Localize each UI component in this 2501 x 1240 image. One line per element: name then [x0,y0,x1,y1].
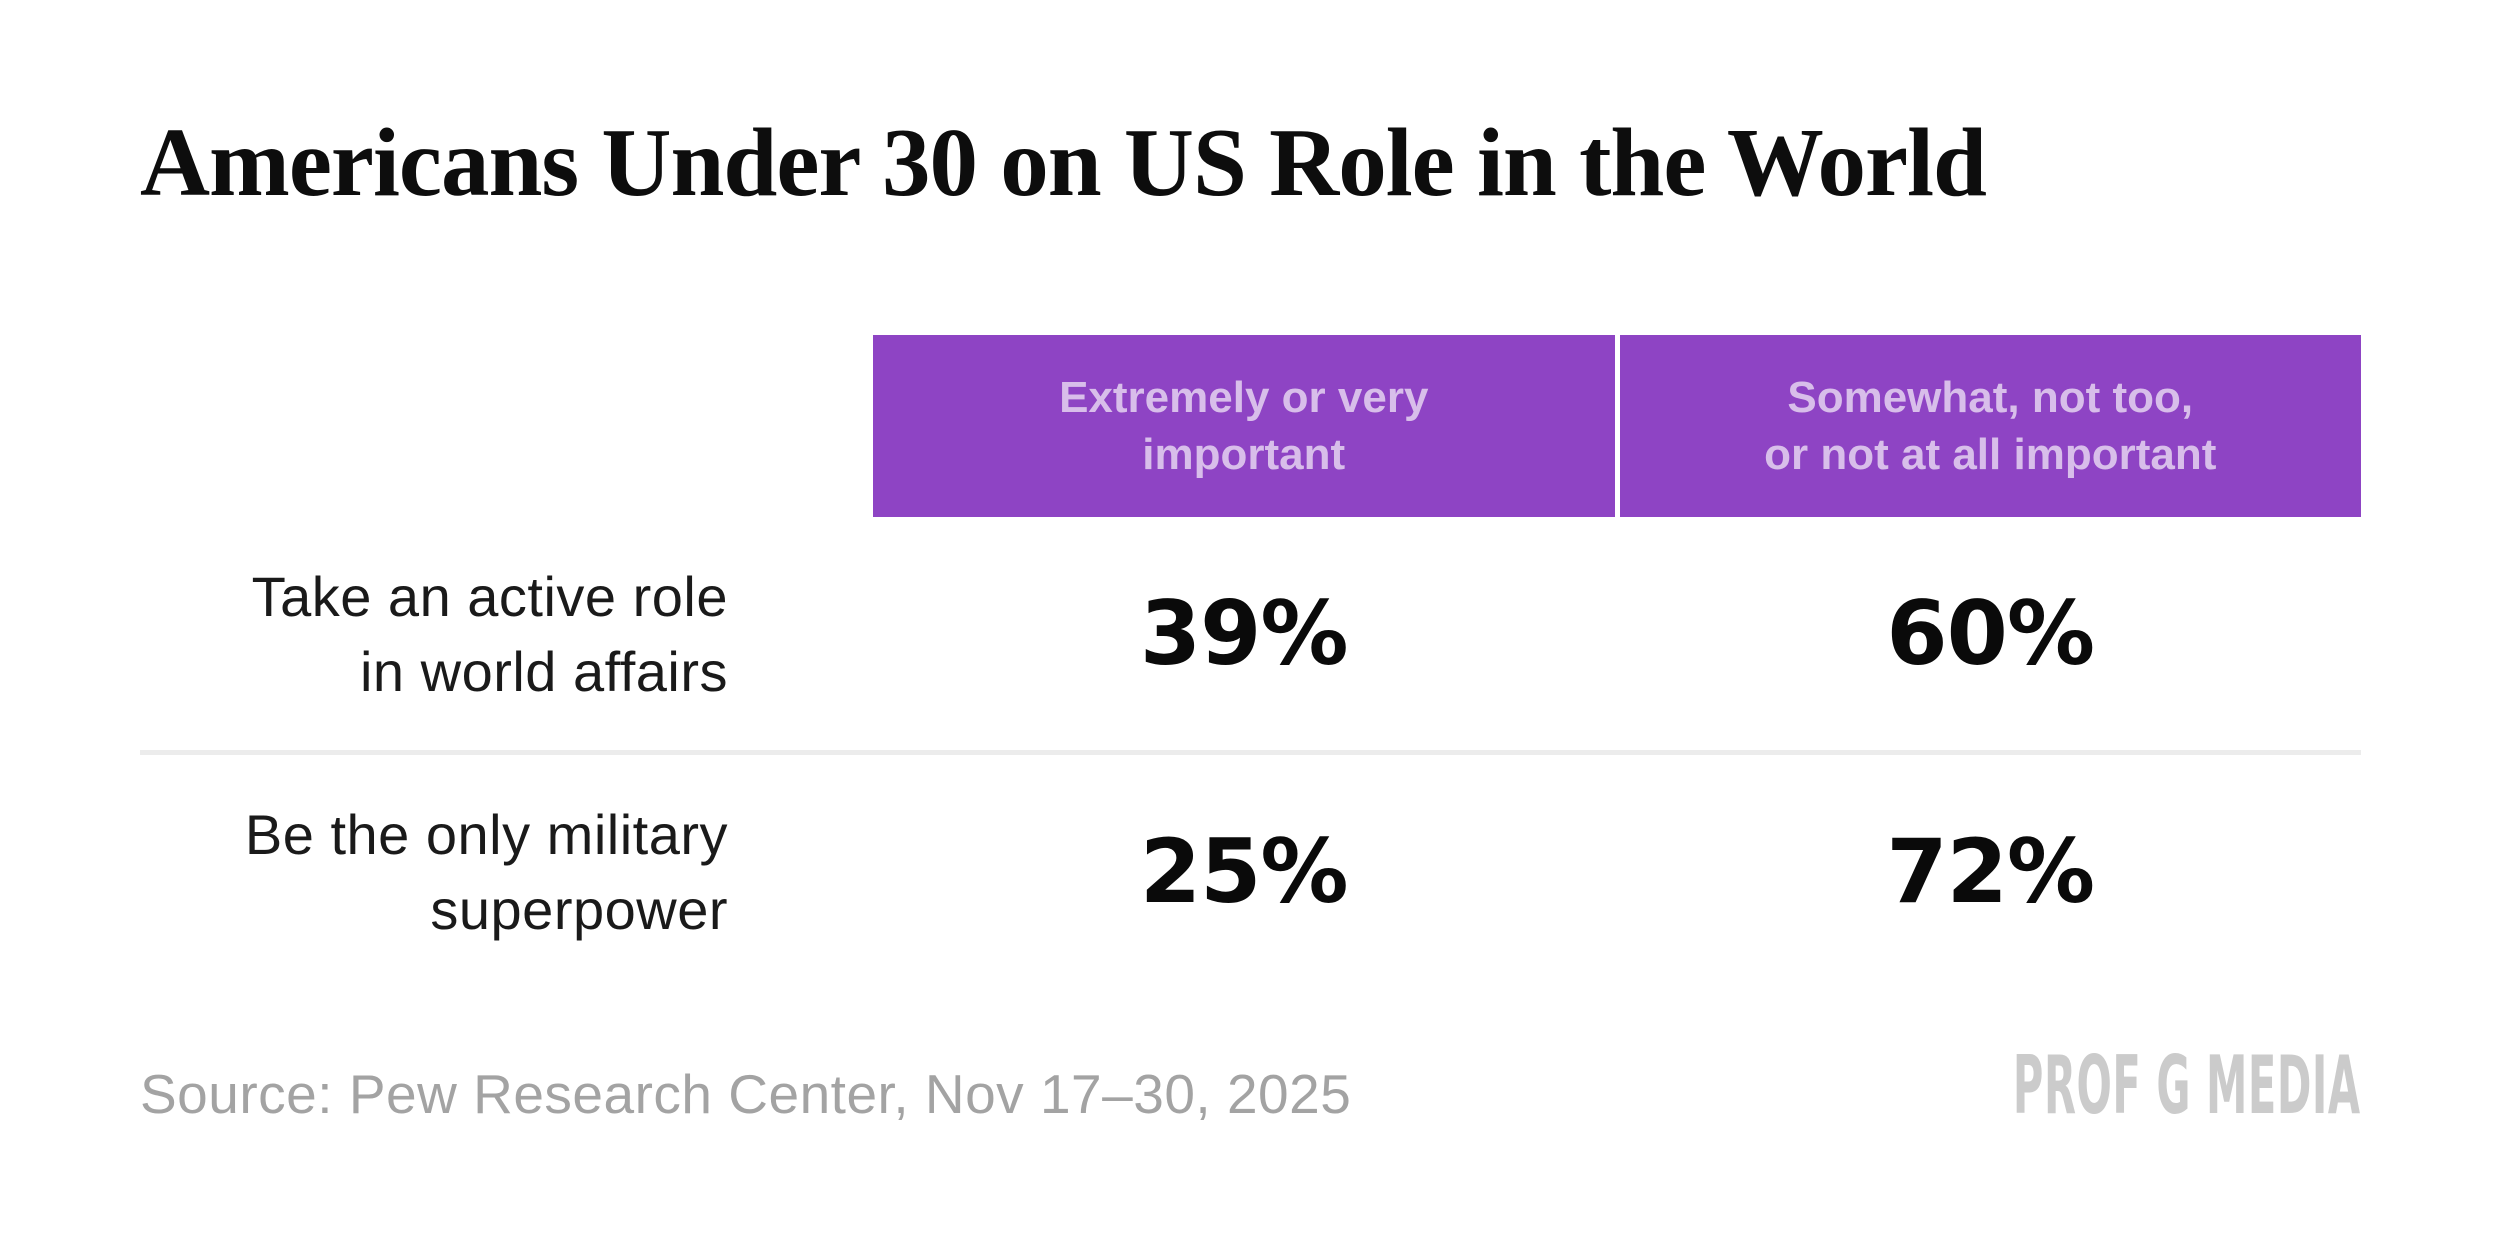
column-header-somewhat-important: Somewhat, not too, or not at all importa… [1619,335,2361,517]
row-label: Be the only military superpower [140,755,873,988]
value-active-role-not-important: 60% [1886,582,2095,685]
data-table: Extremely or very important Somewhat, no… [140,335,2361,988]
column-header-line: Extremely or very [1059,373,1429,422]
row-label-line: in world affairs [359,639,728,703]
row-label: Take an active role in world affairs [140,517,873,750]
value-superpower-important: 25% [1139,820,1349,923]
value-active-role-important: 39% [1139,582,1349,685]
prof-g-media-logo: PROF G MEDIA [2013,1039,2361,1132]
footer: Source: Pew Research Center, Nov 17–30, … [140,1046,2361,1126]
row-values: 25% 72% [873,755,2361,988]
row-label-line: Take an active role [251,564,728,628]
source-attribution: Source: Pew Research Center, Nov 17–30, … [140,1063,1352,1125]
page-title: Americans Under 30 on US Role in the Wor… [140,109,1987,216]
header-spacer [140,335,873,517]
row-values: 39% 60% [873,517,2361,750]
table-header-row: Extremely or very important Somewhat, no… [140,335,2361,517]
column-header-line: or not at all important [1764,430,2217,479]
table-row-military-superpower: Be the only military superpower 25% 72% [140,755,2361,988]
row-label-line: superpower [430,877,728,941]
column-header-line: Somewhat, not too, [1787,373,2194,422]
table-row-active-role: Take an active role in world affairs 39%… [140,517,2361,750]
column-header-line: important [1142,430,1346,479]
column-header-extremely-important: Extremely or very important [873,335,1615,517]
value-superpower-not-important: 72% [1886,820,2095,923]
row-label-line: Be the only military [244,802,728,866]
header-cells: Extremely or very important Somewhat, no… [873,335,2361,517]
row-divider [140,750,2361,755]
